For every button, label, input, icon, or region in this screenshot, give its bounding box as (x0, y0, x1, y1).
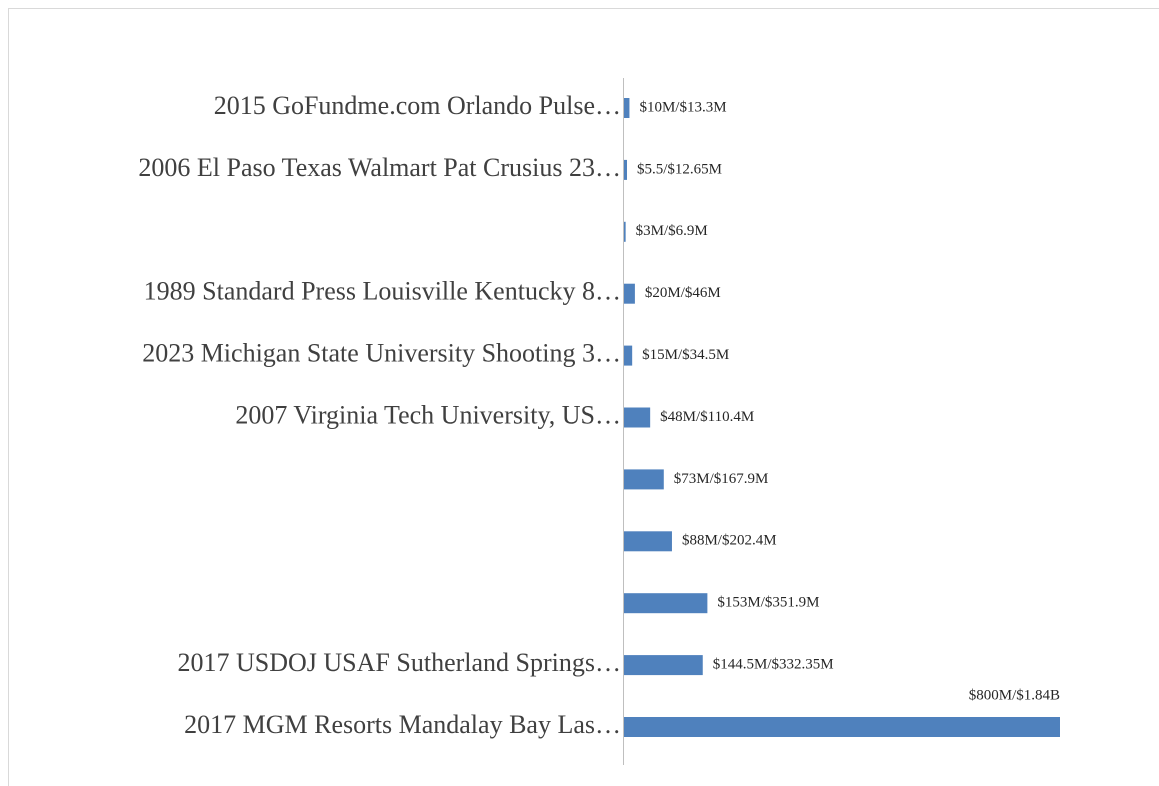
bar (624, 717, 1060, 737)
chart-frame (8, 8, 1159, 786)
bar (624, 159, 627, 180)
category-label: 1989 Standard Press Louisville Kentucky … (144, 277, 621, 306)
bar (624, 531, 672, 552)
bar (624, 283, 635, 304)
bar (624, 98, 630, 118)
value-label: $20M/$46M (645, 285, 721, 301)
value-label: $153M/$351.9M (717, 595, 819, 611)
category-label: 2015 GoFundme.com Orlando Pulse… (214, 91, 621, 120)
bar (624, 469, 664, 490)
value-label: $800M/$1.84B (969, 687, 1060, 703)
value-label: $3M/$6.9M (636, 223, 708, 239)
bar (624, 221, 626, 242)
value-label: $144.5M/$332.35M (713, 657, 834, 673)
value-label: $48M/$110.4M (660, 409, 754, 425)
category-label: 2006 El Paso Texas Walmart Pat Crusius 2… (138, 153, 621, 182)
value-label: $10M/$13.3M (639, 99, 726, 115)
category-label: 2017 USDOJ USAF Sutherland Springs… (178, 648, 622, 677)
value-label: $5.5/$12.65M (637, 161, 722, 177)
value-label: $15M/$34.5M (642, 347, 729, 363)
category-label: 2017 MGM Resorts Mandalay Bay Las… (184, 710, 621, 739)
bar (624, 593, 708, 614)
bar (624, 655, 703, 676)
bar (624, 407, 651, 428)
value-label: $73M/$167.9M (674, 471, 769, 487)
category-label: 2007 Virginia Tech University, US… (235, 400, 621, 429)
value-label: $88M/$202.4M (682, 533, 777, 549)
category-label: 2023 Michigan State University Shooting … (142, 339, 621, 368)
bar (624, 345, 633, 366)
